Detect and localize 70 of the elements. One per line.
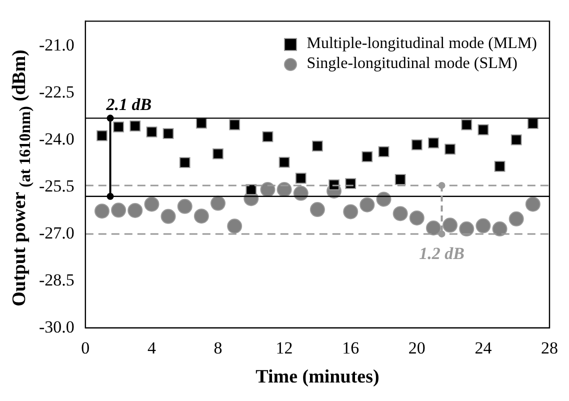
- y-tick-label: -22.5: [38, 82, 74, 102]
- y-tick-label: -28.5: [38, 270, 74, 290]
- point: [146, 126, 158, 138]
- point: [525, 196, 540, 212]
- point: [343, 204, 358, 220]
- point: [260, 182, 276, 198]
- y-tick-label: -25.5: [38, 176, 74, 196]
- point: [111, 202, 126, 218]
- x-tick-label: 0: [81, 338, 90, 358]
- point: [409, 210, 424, 226]
- point: [229, 119, 240, 130]
- x-tick-label: 12: [276, 338, 293, 358]
- point: [328, 179, 340, 190]
- point: [113, 121, 124, 132]
- point: [411, 139, 422, 150]
- point: [478, 124, 489, 136]
- point: [295, 172, 306, 184]
- point: [362, 151, 373, 162]
- point: [144, 196, 160, 212]
- point: [177, 198, 192, 214]
- point: [227, 218, 242, 234]
- x-tick-label: 8: [214, 338, 222, 358]
- point: [394, 174, 406, 185]
- x-axis-title: Time (minutes): [256, 366, 380, 388]
- point: [210, 196, 226, 211]
- annotation: 2.1 dB: [105, 95, 152, 114]
- point: [459, 221, 474, 236]
- point: [262, 131, 274, 142]
- point: [310, 202, 325, 218]
- point: [492, 221, 508, 236]
- point: [94, 204, 110, 219]
- y-tick-label: -24.0: [38, 130, 74, 149]
- point: [179, 157, 190, 168]
- point: [444, 144, 456, 155]
- point: [360, 197, 375, 212]
- point: [494, 160, 506, 172]
- point: [130, 120, 141, 132]
- point: [378, 146, 390, 158]
- point: [128, 202, 143, 218]
- point: [162, 128, 174, 139]
- point: [442, 218, 458, 233]
- point: [160, 208, 176, 224]
- point: [461, 119, 472, 130]
- x-tick-label: 24: [474, 338, 492, 358]
- y-tick-label: -27.0: [38, 223, 74, 242]
- legend-label: Single-longitudinal mode (SLM): [306, 54, 518, 74]
- y-tick-label: -30.0: [38, 317, 74, 336]
- x-tick-label: 4: [147, 338, 156, 358]
- annotation: 1.2 dB: [419, 244, 464, 263]
- point: [476, 218, 491, 234]
- point: [376, 192, 392, 207]
- point: [212, 148, 224, 160]
- point: [278, 156, 290, 168]
- point: [428, 137, 439, 148]
- x-tick-label: 16: [342, 338, 360, 358]
- point: [508, 211, 524, 226]
- point: [194, 208, 209, 224]
- point: [527, 118, 538, 129]
- x-tick-label: 20: [408, 338, 426, 358]
- point: [510, 134, 522, 146]
- legend-label: Multiple-longitudinal mode (MLM): [306, 34, 537, 54]
- point: [293, 186, 308, 201]
- point: [392, 206, 408, 222]
- point: [312, 140, 323, 152]
- y-tick-label: -21.0: [38, 36, 74, 55]
- point: [96, 130, 108, 142]
- point: [426, 220, 441, 236]
- point: [246, 184, 257, 195]
- x-tick-label: 28: [541, 338, 558, 358]
- point: [276, 182, 292, 198]
